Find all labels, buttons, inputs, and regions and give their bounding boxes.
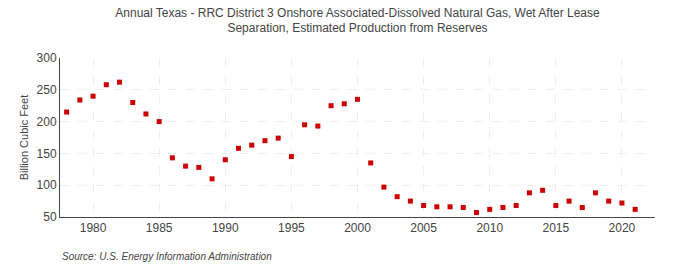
svg-text:1995: 1995 xyxy=(278,221,305,235)
svg-text:50: 50 xyxy=(43,210,57,224)
svg-text:300: 300 xyxy=(37,51,57,65)
svg-text:2005: 2005 xyxy=(410,221,437,235)
svg-text:250: 250 xyxy=(37,83,57,97)
svg-text:2010: 2010 xyxy=(476,221,503,235)
svg-text:100: 100 xyxy=(37,178,57,192)
svg-text:1990: 1990 xyxy=(212,221,239,235)
svg-text:2015: 2015 xyxy=(542,221,569,235)
svg-text:2020: 2020 xyxy=(609,221,636,235)
svg-text:1980: 1980 xyxy=(80,221,107,235)
svg-text:150: 150 xyxy=(37,147,57,161)
svg-text:Source: U.S. Energy Informatio: Source: U.S. Energy Information Administ… xyxy=(62,251,272,262)
svg-text:1985: 1985 xyxy=(146,221,173,235)
svg-text:2000: 2000 xyxy=(344,221,371,235)
svg-text:Billion Cubic Feet: Billion Cubic Feet xyxy=(18,95,30,181)
svg-text:200: 200 xyxy=(37,115,57,129)
svg-text:Annual Texas - RRC District 3: Annual Texas - RRC District 3 Onshore As… xyxy=(115,6,600,36)
